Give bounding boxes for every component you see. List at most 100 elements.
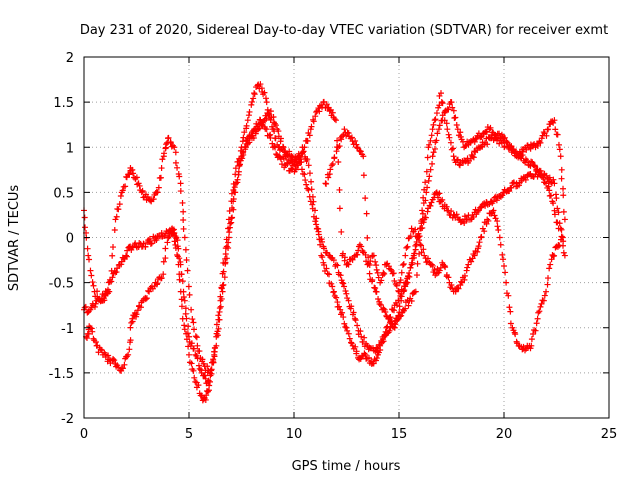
- data-point: [216, 316, 223, 323]
- data-point: [310, 118, 317, 125]
- data-point: [443, 203, 450, 210]
- data-point: [559, 234, 566, 241]
- data-point: [192, 351, 199, 358]
- data-point: [536, 308, 543, 315]
- data-point: [292, 166, 299, 173]
- data-point: [358, 243, 365, 250]
- data-point: [179, 278, 186, 285]
- data-point: [400, 261, 407, 268]
- data-point: [554, 219, 561, 226]
- data-point: [325, 174, 332, 181]
- data-point: [230, 196, 237, 203]
- data-point: [176, 255, 183, 262]
- data-point: [188, 340, 195, 347]
- data-point: [364, 234, 371, 241]
- data-point: [379, 339, 386, 346]
- data-point: [271, 143, 278, 150]
- data-point: [257, 81, 264, 88]
- data-point: [343, 324, 350, 331]
- data-point: [424, 184, 431, 191]
- data-point: [275, 128, 282, 135]
- data-point: [133, 311, 140, 318]
- data-point: [369, 277, 376, 284]
- data-point: [508, 143, 515, 150]
- data-point: [106, 288, 113, 295]
- data-point: [178, 271, 185, 278]
- data-point: [173, 234, 180, 241]
- grid-lines: [84, 57, 609, 418]
- data-point: [354, 251, 361, 258]
- data-point: [333, 294, 340, 301]
- data-point: [125, 351, 132, 358]
- data-point: [218, 285, 225, 292]
- data-point: [361, 334, 368, 341]
- data-point: [404, 243, 411, 250]
- data-point: [436, 267, 443, 274]
- data-point: [188, 306, 195, 313]
- data-point: [92, 300, 99, 307]
- data-point: [243, 122, 250, 129]
- data-point: [394, 317, 401, 324]
- data-point: [342, 323, 349, 330]
- data-point: [181, 297, 188, 304]
- data-point: [452, 114, 459, 121]
- data-point: [241, 143, 248, 150]
- data-point: [188, 360, 195, 367]
- data-point: [139, 187, 146, 194]
- data-point: [201, 372, 208, 379]
- data-point: [370, 360, 377, 367]
- data-point: [109, 252, 116, 259]
- data-point: [92, 339, 99, 346]
- data-point: [534, 166, 541, 173]
- data-point: [362, 351, 369, 358]
- data-point: [530, 331, 537, 338]
- data-point: [388, 318, 395, 325]
- data-point: [402, 252, 409, 259]
- data-point: [308, 178, 315, 185]
- data-point: [176, 173, 183, 180]
- data-point: [411, 250, 418, 257]
- data-points: [81, 81, 568, 404]
- data-point: [500, 256, 507, 263]
- data-point: [412, 226, 419, 233]
- y-tick-label: -1: [61, 322, 74, 337]
- data-point: [205, 377, 212, 384]
- data-point: [177, 261, 184, 268]
- data-point: [445, 131, 452, 138]
- data-point: [177, 180, 184, 187]
- data-point: [422, 197, 429, 204]
- data-point: [377, 302, 384, 309]
- data-point: [461, 220, 468, 227]
- data-point: [461, 213, 468, 220]
- data-point: [222, 259, 229, 266]
- data-point: [350, 309, 357, 316]
- data-point: [534, 315, 541, 322]
- data-point: [423, 168, 430, 175]
- data-point: [280, 144, 287, 151]
- data-point: [363, 210, 370, 217]
- data-point: [413, 241, 420, 248]
- data-point: [181, 322, 188, 329]
- data-point: [339, 250, 346, 257]
- data-point: [540, 174, 547, 181]
- data-point: [543, 132, 550, 139]
- data-point: [225, 244, 232, 251]
- data-point: [507, 308, 514, 315]
- data-point: [336, 186, 343, 193]
- data-point: [377, 347, 384, 354]
- data-point: [101, 297, 108, 304]
- data-point: [283, 151, 290, 158]
- data-point: [214, 332, 221, 339]
- data-point: [234, 179, 241, 186]
- data-point: [427, 202, 434, 209]
- data-point: [528, 336, 535, 343]
- y-tick-label: 0.5: [53, 186, 74, 201]
- data-point: [502, 269, 509, 276]
- data-point: [425, 177, 432, 184]
- data-point: [129, 318, 136, 325]
- data-point: [225, 234, 232, 241]
- data-point: [432, 116, 439, 123]
- data-point: [308, 123, 315, 130]
- data-point: [373, 355, 380, 362]
- data-point: [127, 324, 134, 331]
